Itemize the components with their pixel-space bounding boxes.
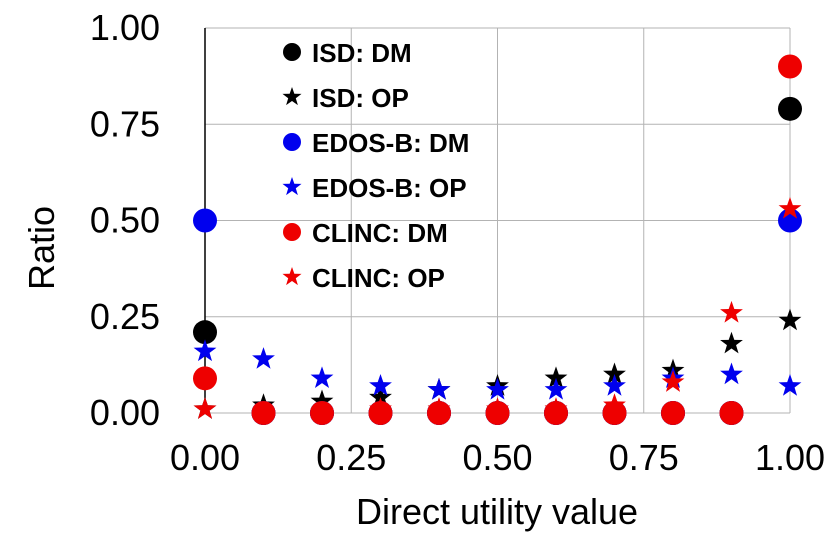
- data-point: [720, 300, 743, 323]
- data-point: [486, 397, 509, 419]
- x-tick-label: 0.25: [316, 437, 386, 478]
- legend-label: EDOS-B: DM: [312, 128, 469, 158]
- x-tick-label: 1.00: [755, 437, 825, 478]
- legend-label: ISD: OP: [312, 83, 409, 113]
- legend-marker: [282, 87, 302, 106]
- legend-item: EDOS-B: OP: [282, 173, 467, 203]
- data-point: [193, 208, 217, 233]
- legend: ISD: DM ISD: OP EDOS-B: DM EDOS-B: OP CLINC:…: [282, 38, 469, 293]
- data-point: [486, 377, 509, 400]
- data-point: [661, 370, 685, 392]
- data-point: [719, 401, 744, 425]
- data-point: [720, 331, 743, 354]
- data-point: [427, 377, 451, 400]
- data-point: [778, 308, 802, 331]
- legend-item: CLINC: OP: [282, 263, 445, 293]
- data-point: [720, 362, 743, 385]
- data-point: [603, 362, 626, 385]
- data-point: [602, 401, 627, 425]
- legend-label: CLINC: DM: [312, 218, 448, 248]
- data-point: [544, 377, 568, 400]
- y-axis-label: Ratio: [21, 206, 62, 290]
- series-clinc-op: [193, 196, 802, 423]
- data-point: [544, 366, 568, 389]
- data-point: [427, 397, 451, 419]
- data-point: [193, 366, 217, 391]
- legend-item: EDOS-B: DM: [283, 128, 469, 158]
- data-point: [603, 393, 626, 416]
- legend-marker: [282, 177, 302, 196]
- data-point: [369, 374, 392, 396]
- y-tick-label: 1.00: [90, 7, 160, 48]
- data-point: [544, 397, 568, 419]
- data-point: [193, 397, 217, 419]
- data-point: [603, 374, 626, 396]
- x-axis-label: Direct utility value: [356, 491, 638, 532]
- legend-item: CLINC: DM: [283, 218, 448, 248]
- data-points: [193, 54, 802, 425]
- data-point: [778, 208, 802, 233]
- data-point: [252, 401, 275, 423]
- data-point: [778, 54, 802, 79]
- legend-label: CLINC: OP: [312, 263, 445, 293]
- data-point: [252, 347, 275, 369]
- x-tick-label: 0.00: [170, 437, 240, 478]
- y-tick-label: 0.25: [90, 296, 160, 337]
- data-point: [193, 339, 217, 362]
- legend-marker: [283, 223, 301, 241]
- legend-marker: [283, 43, 301, 61]
- legend-item: ISD: DM: [283, 38, 412, 68]
- y-tick-label: 0.50: [90, 200, 160, 241]
- data-point: [310, 366, 334, 389]
- data-point: [369, 385, 392, 408]
- legend-marker: [282, 267, 302, 286]
- legend-item: ISD: OP: [282, 83, 409, 113]
- data-point: [369, 397, 392, 419]
- data-point: [310, 401, 334, 423]
- y-tick-label: 0.00: [90, 392, 160, 433]
- data-point: [778, 96, 802, 121]
- data-point: [661, 401, 685, 425]
- data-point: [193, 320, 217, 345]
- data-point: [310, 389, 334, 412]
- data-point: [778, 196, 802, 219]
- data-point: [778, 374, 802, 396]
- legend-marker: [283, 133, 301, 151]
- legend-label: ISD: DM: [312, 38, 412, 68]
- x-tick-label: 0.50: [462, 437, 532, 478]
- y-tick-label: 0.75: [90, 103, 160, 144]
- x-tick-label: 0.75: [609, 437, 679, 478]
- tick-labels: 0.00 0.25 0.50 0.75 1.00 0.00 0.25 0.50 0.75 1.00: [90, 7, 825, 478]
- legend-label: EDOS-B: OP: [312, 173, 467, 203]
- grid-lines: [205, 27, 791, 413]
